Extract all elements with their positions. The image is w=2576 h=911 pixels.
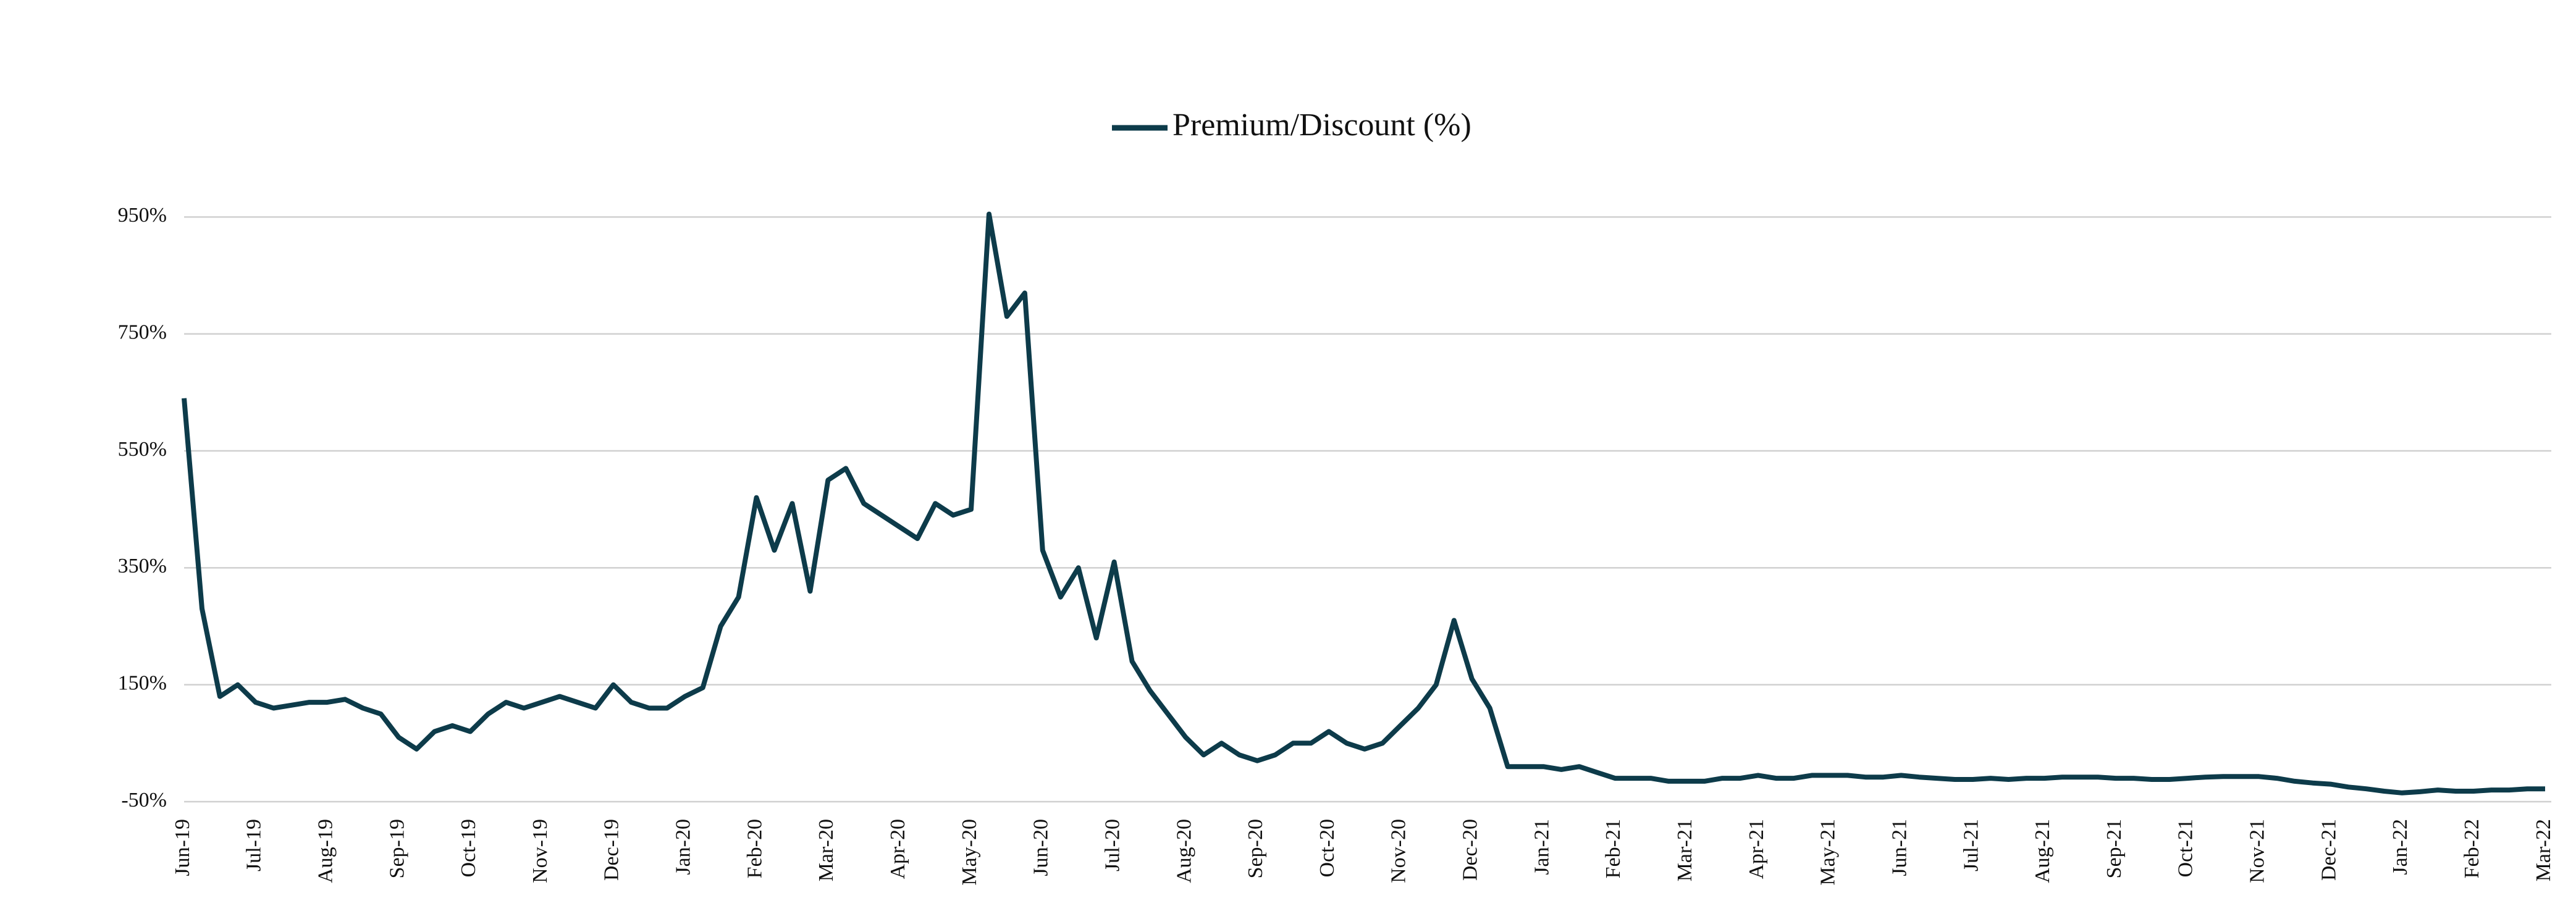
data-line [182,211,2545,796]
x-tick-label: May-21 [1817,819,1840,886]
x-tick-label: Sep-19 [385,819,408,878]
x-tick-label: May-20 [958,819,981,886]
x-tick-label: Jul-20 [1101,819,1124,871]
x-tick-label: Dec-21 [2317,819,2340,881]
x-tick-label: Dec-19 [600,819,623,881]
x-tick-label: Mar-21 [1673,819,1696,881]
x-tick-label: Jul-21 [1959,819,1982,871]
x-tick-label: Jan-22 [2389,819,2412,875]
x-tick-label: Jul-19 [243,819,266,871]
y-tick-label: 350% [118,555,167,577]
y-tick-label: 750% [118,321,167,343]
x-tick-label: Apr-20 [886,819,909,880]
x-tick-label: Feb-21 [1602,819,1625,878]
x-tick-label: Oct-21 [2174,819,2197,877]
x-tick-label: Aug-20 [1172,819,1195,883]
x-tick-label: Aug-19 [314,819,337,883]
x-tick-label: Nov-19 [529,819,552,883]
x-tick-label: Apr-21 [1745,819,1768,880]
y-tick-label: 950% [118,204,167,227]
x-tick-label: Mar-22 [2532,819,2555,881]
x-tick-label: Feb-20 [743,819,766,878]
x-tick-label: Oct-20 [1316,819,1339,877]
x-tick-label: Jan-20 [672,819,695,875]
y-tick-label: -50% [121,789,167,812]
x-tick-label: Jun-19 [171,819,194,876]
x-tick-label: Nov-20 [1387,819,1410,883]
x-tick-label: Dec-20 [1459,819,1482,881]
y-tick-label: 150% [118,671,167,694]
x-tick-label: Feb-22 [2460,819,2483,878]
x-tick-label: Nov-21 [2246,819,2269,883]
legend-label: Premium/Discount (%) [1172,107,1471,143]
x-tick-label: Aug-21 [2031,819,2054,883]
x-tick-label: Jun-21 [1888,819,1911,876]
y-tick-label: 550% [118,438,167,461]
x-tick-label: Mar-20 [815,819,838,881]
x-tick-label: Oct-19 [457,819,480,877]
x-tick-label: Sep-21 [2103,819,2126,878]
x-tick-label: Jun-20 [1030,819,1053,876]
x-tick-label: Jan-21 [1530,819,1553,875]
x-tick-label: Sep-20 [1244,819,1267,878]
